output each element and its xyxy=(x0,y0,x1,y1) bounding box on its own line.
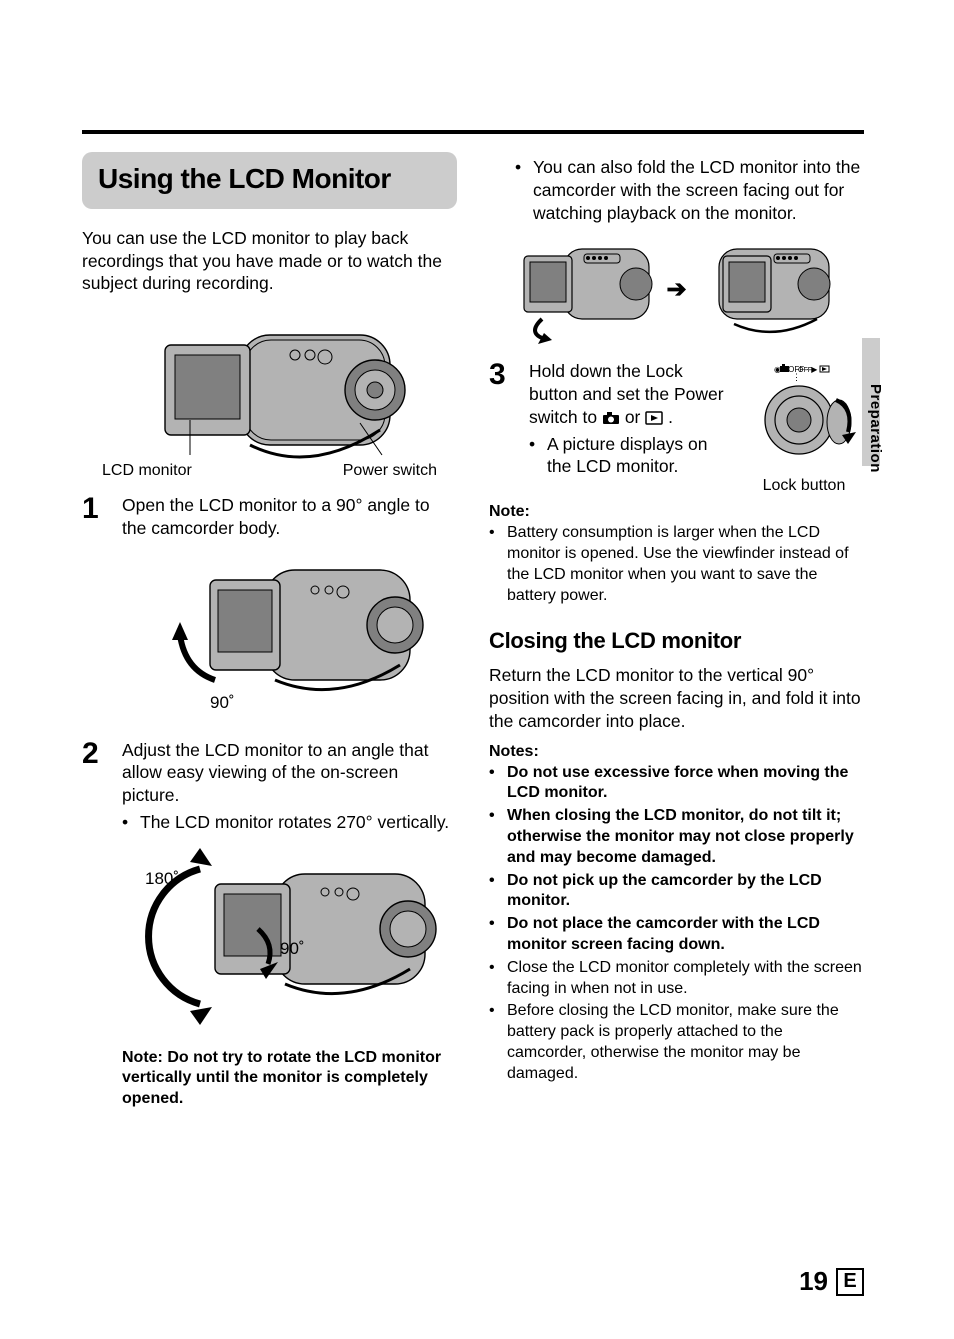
step-1-text: Open the LCD monitor to a 90° angle to t… xyxy=(122,494,457,540)
closing-note-text: Do not pick up the camcorder by the LCD … xyxy=(507,871,864,913)
note-block: Note: • Battery consumption is larger wh… xyxy=(489,503,864,606)
figure-camcorder-main: LCD monitor Power switch xyxy=(82,305,457,480)
fold-fig-a xyxy=(514,234,654,344)
figure-step1: 90˚ xyxy=(82,550,457,725)
bullet-dot: • xyxy=(489,763,499,805)
step-3-text-2: or xyxy=(625,407,645,427)
step1-angle: 90˚ xyxy=(210,693,235,712)
svg-text:⋮: ⋮ xyxy=(792,372,801,382)
closing-note-item: •When closing the LCD monitor, do not ti… xyxy=(489,806,864,868)
step-3-bullet: • A picture displays on the LCD monitor. xyxy=(529,433,732,479)
closing-body: Return the LCD monitor to the vertical 9… xyxy=(489,664,864,732)
closing-notes-head: Notes: xyxy=(489,743,864,761)
step-3-num: 3 xyxy=(489,360,515,495)
page-number: 19 xyxy=(799,1266,828,1297)
closing-note-text: Close the LCD monitor completely with th… xyxy=(507,958,864,1000)
step-3-bullet-text: A picture displays on the LCD monitor. xyxy=(547,433,732,479)
bullet-dot: • xyxy=(529,433,539,479)
closing-note-item: •Close the LCD monitor completely with t… xyxy=(489,958,864,1000)
bullet-dot: • xyxy=(489,523,499,606)
closing-note-text: Do not place the camcorder with the LCD … xyxy=(507,914,864,956)
closing-note-item: •Do not place the camcorder with the LCD… xyxy=(489,914,864,956)
bullet-dot: • xyxy=(489,914,499,956)
left-column: Using the LCD Monitor You can use the LC… xyxy=(82,152,457,1110)
bullet-dot: • xyxy=(489,806,499,868)
page: Preparation Using the LCD Monitor You ca… xyxy=(0,0,954,1339)
bullet-dot: • xyxy=(122,811,132,834)
step-2-bullet-text: The LCD monitor rotates 270° vertically. xyxy=(140,811,449,834)
fold-fig-b xyxy=(699,234,839,344)
closing-note-item: •Before closing the LCD monitor, make su… xyxy=(489,1001,864,1084)
arrow-icon: ➔ xyxy=(666,275,686,304)
right-column: • You can also fold the LCD monitor into… xyxy=(489,152,864,1110)
figure-fold-sequence: ➔ xyxy=(489,234,864,344)
bullet-dot: • xyxy=(489,1001,499,1084)
step-2-text: Adjust the LCD monitor to an angle that … xyxy=(122,740,428,806)
columns: Using the LCD Monitor You can use the LC… xyxy=(82,152,864,1110)
step-2-note: Note: Do not try to rotate the LCD monit… xyxy=(82,1048,457,1110)
play-icon xyxy=(645,411,663,425)
step-2: 2 Adjust the LCD monitor to an angle tha… xyxy=(82,739,457,834)
step-3-text-3: . xyxy=(668,407,673,427)
bullet-dot: • xyxy=(515,156,525,224)
step2-angle-90: 90˚ xyxy=(280,939,305,958)
camcorder-illustration xyxy=(130,305,410,480)
step2-angle-180: 180˚ xyxy=(145,869,179,888)
lock-button-illustration: ◉ · OFF · ▶ OFF ⋮ xyxy=(744,360,862,470)
closing-note-text: Before closing the LCD monitor, make sur… xyxy=(507,1001,864,1084)
closing-notes-list: •Do not use excessive force when moving … xyxy=(489,763,864,1085)
step-3: 3 Hold down the Lock button and set the … xyxy=(489,360,864,495)
closing-heading: Closing the LCD monitor xyxy=(489,628,864,654)
page-letter-box: E xyxy=(836,1268,864,1296)
top-rule xyxy=(82,130,864,134)
side-section-label: Preparation xyxy=(867,384,884,473)
bullet-dot: • xyxy=(489,871,499,913)
step-2-num: 2 xyxy=(82,739,108,834)
closing-note-text: When closing the LCD monitor, do not til… xyxy=(507,806,864,868)
closing-note-text: Do not use excessive force when moving t… xyxy=(507,763,864,805)
step-1: 1 Open the LCD monitor to a 90° angle to… xyxy=(82,494,457,540)
camera-icon xyxy=(602,411,620,425)
pre-step3-text: You can also fold the LCD monitor into t… xyxy=(533,156,864,224)
step-1-num: 1 xyxy=(82,494,108,540)
page-footer: 19 E xyxy=(799,1266,864,1297)
note-item-text: Battery consumption is larger when the L… xyxy=(507,523,864,606)
fig1-label-lcd: LCD monitor xyxy=(102,462,192,480)
closing-note-item: •Do not pick up the camcorder by the LCD… xyxy=(489,871,864,913)
fig1-label-power: Power switch xyxy=(343,462,437,480)
camcorder-step2-illustration: 180˚ 90˚ xyxy=(140,844,440,1034)
intro-text: You can use the LCD monitor to play back… xyxy=(82,227,457,295)
pre-step3-bullet: • You can also fold the LCD monitor into… xyxy=(515,156,864,224)
figure-step2: 180˚ 90˚ xyxy=(82,844,457,1034)
section-heading: Using the LCD Monitor xyxy=(98,164,441,195)
note-item: • Battery consumption is larger when the… xyxy=(489,523,864,606)
step-2-bullet: • The LCD monitor rotates 270° verticall… xyxy=(122,811,457,834)
note-head: Note: xyxy=(489,503,864,521)
bullet-dot: • xyxy=(489,958,499,1000)
section-heading-box: Using the LCD Monitor xyxy=(82,152,457,209)
camcorder-step1-illustration: 90˚ xyxy=(155,550,425,725)
closing-note-item: •Do not use excessive force when moving … xyxy=(489,763,864,805)
lock-button-label: Lock button xyxy=(744,477,864,495)
